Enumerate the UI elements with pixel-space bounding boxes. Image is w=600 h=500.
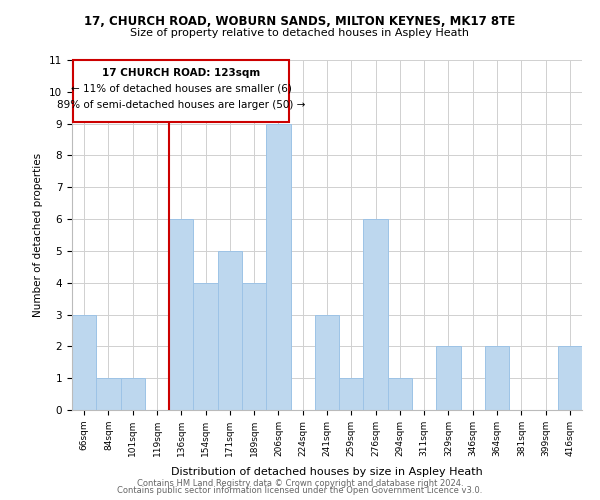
Bar (193, 282, 218, 410)
Text: Size of property relative to detached houses in Aspley Heath: Size of property relative to detached ho… (131, 28, 470, 38)
Text: ← 11% of detached houses are smaller (6): ← 11% of detached houses are smaller (6) (71, 84, 292, 94)
Bar (266, 124, 290, 410)
Text: 17, CHURCH ROAD, WOBURN SANDS, MILTON KEYNES, MK17 8TE: 17, CHURCH ROAD, WOBURN SANDS, MILTON KE… (85, 15, 515, 28)
X-axis label: Distribution of detached houses by size in Aspley Heath: Distribution of detached houses by size … (171, 467, 483, 477)
Bar (96, 378, 121, 410)
Bar (242, 282, 266, 410)
Bar (364, 219, 388, 410)
Bar (169, 219, 193, 410)
Bar (436, 346, 461, 410)
Bar (218, 251, 242, 410)
Y-axis label: Number of detached properties: Number of detached properties (34, 153, 43, 317)
Bar (72, 314, 96, 410)
Bar (485, 346, 509, 410)
Bar (121, 378, 145, 410)
Text: Contains HM Land Registry data © Crown copyright and database right 2024.: Contains HM Land Registry data © Crown c… (137, 478, 463, 488)
FancyBboxPatch shape (73, 60, 289, 122)
Text: 89% of semi-detached houses are larger (50) →: 89% of semi-detached houses are larger (… (57, 100, 305, 110)
Text: Contains public sector information licensed under the Open Government Licence v3: Contains public sector information licen… (118, 486, 482, 495)
Text: 17 CHURCH ROAD: 123sqm: 17 CHURCH ROAD: 123sqm (102, 68, 260, 78)
Bar (339, 378, 364, 410)
Bar (558, 346, 582, 410)
Bar (388, 378, 412, 410)
Bar (315, 314, 339, 410)
